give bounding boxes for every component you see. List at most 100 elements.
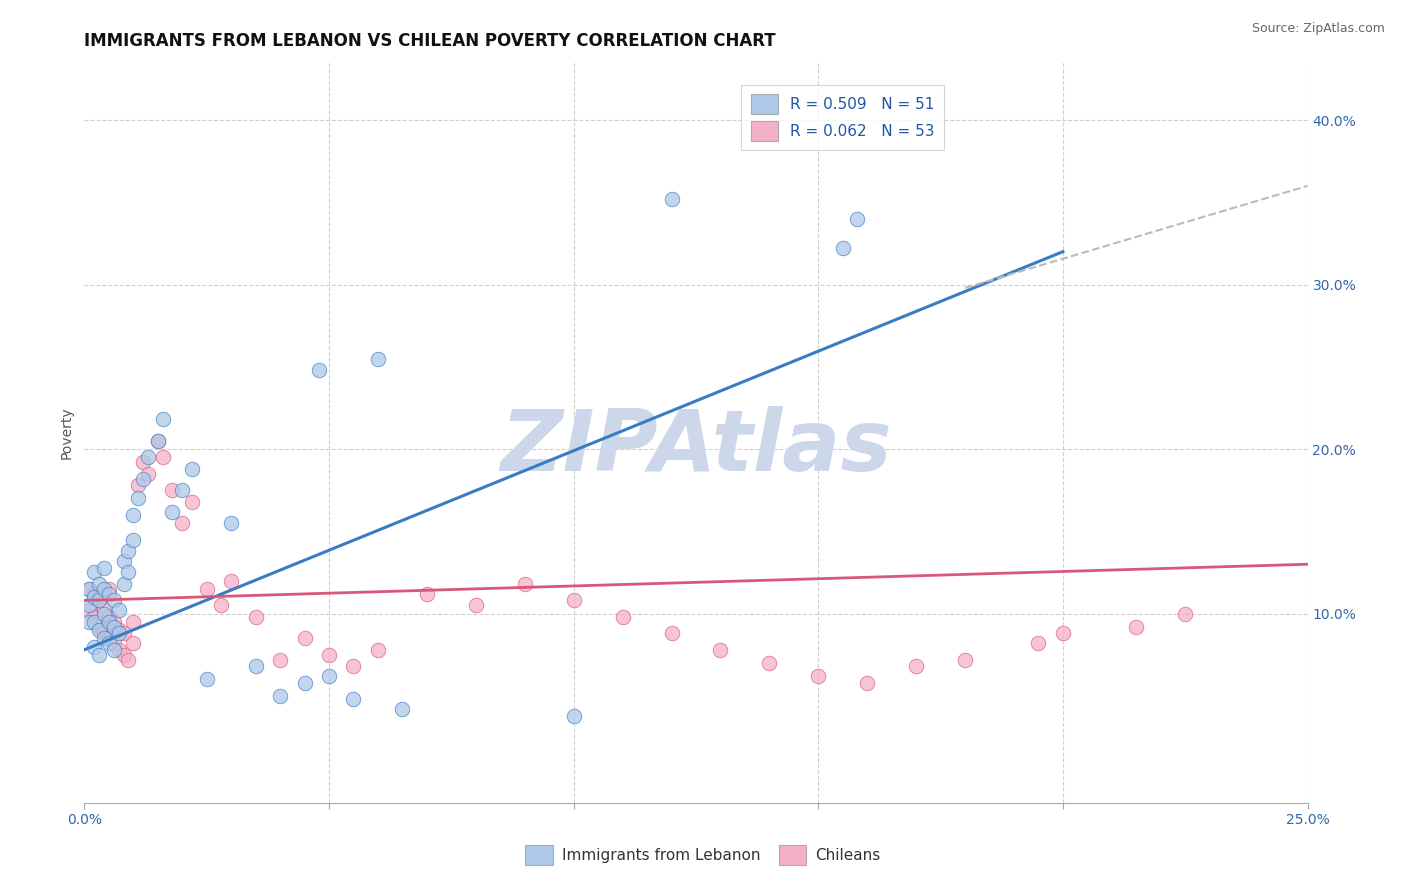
Point — [612, 610, 634, 624]
Point — [245, 610, 267, 624]
Point — [846, 211, 869, 226]
Point — [83, 590, 105, 604]
Point — [146, 434, 169, 448]
Point — [152, 450, 174, 465]
Point — [83, 566, 105, 580]
Point — [107, 626, 129, 640]
Point — [112, 577, 135, 591]
Point — [93, 607, 115, 621]
Point — [107, 623, 129, 637]
Point — [758, 656, 780, 670]
Point — [103, 615, 125, 629]
Point — [856, 675, 879, 690]
Point — [122, 615, 145, 629]
Point — [103, 642, 125, 657]
Point — [77, 582, 100, 596]
Point — [127, 491, 149, 506]
Point — [83, 610, 105, 624]
Point — [87, 577, 110, 591]
Point — [1125, 620, 1147, 634]
Point — [122, 508, 145, 522]
Point — [132, 472, 155, 486]
Point — [117, 653, 139, 667]
Point — [318, 669, 340, 683]
Point — [97, 610, 120, 624]
Point — [112, 626, 135, 640]
Point — [1028, 636, 1050, 650]
Point — [181, 494, 204, 508]
Point — [93, 603, 115, 617]
Point — [132, 455, 155, 469]
Point — [87, 623, 110, 637]
Point — [562, 593, 585, 607]
Point — [181, 462, 204, 476]
Legend: R = 0.509   N = 51, R = 0.062   N = 53: R = 0.509 N = 51, R = 0.062 N = 53 — [741, 85, 943, 150]
Point — [195, 673, 218, 687]
Point — [831, 241, 853, 255]
Point — [107, 603, 129, 617]
Point — [342, 659, 364, 673]
Point — [136, 467, 159, 481]
Point — [117, 544, 139, 558]
Point — [112, 554, 135, 568]
Point — [146, 434, 169, 448]
Point — [97, 636, 120, 650]
Point — [112, 648, 135, 662]
Point — [367, 351, 389, 366]
Point — [953, 653, 976, 667]
Point — [513, 577, 536, 591]
Point — [195, 582, 218, 596]
Point — [219, 516, 242, 530]
Point — [709, 642, 731, 657]
Point — [77, 615, 100, 629]
Point — [87, 593, 110, 607]
Point — [905, 659, 928, 673]
Point — [83, 640, 105, 654]
Point — [162, 505, 184, 519]
Point — [87, 620, 110, 634]
Point — [83, 615, 105, 629]
Point — [93, 582, 115, 596]
Y-axis label: Poverty: Poverty — [59, 407, 73, 458]
Point — [97, 587, 120, 601]
Point — [87, 648, 110, 662]
Point — [93, 626, 115, 640]
Point — [269, 653, 291, 667]
Point — [562, 708, 585, 723]
Point — [122, 533, 145, 547]
Point — [367, 642, 389, 657]
Point — [219, 574, 242, 588]
Point — [294, 675, 316, 690]
Point — [97, 582, 120, 596]
Point — [245, 659, 267, 673]
Text: Source: ZipAtlas.com: Source: ZipAtlas.com — [1251, 22, 1385, 36]
Legend: Immigrants from Lebanon, Chileans: Immigrants from Lebanon, Chileans — [519, 839, 887, 871]
Point — [93, 632, 115, 646]
Point — [127, 478, 149, 492]
Point — [209, 599, 232, 613]
Point — [807, 669, 830, 683]
Point — [162, 483, 184, 498]
Point — [87, 593, 110, 607]
Point — [83, 587, 105, 601]
Point — [464, 599, 486, 613]
Point — [294, 632, 316, 646]
Point — [103, 593, 125, 607]
Point — [117, 566, 139, 580]
Point — [93, 560, 115, 574]
Point — [172, 516, 194, 530]
Point — [269, 689, 291, 703]
Point — [136, 450, 159, 465]
Point — [318, 648, 340, 662]
Point — [661, 192, 683, 206]
Point — [308, 363, 330, 377]
Text: IMMIGRANTS FROM LEBANON VS CHILEAN POVERTY CORRELATION CHART: IMMIGRANTS FROM LEBANON VS CHILEAN POVER… — [84, 32, 776, 50]
Point — [122, 636, 145, 650]
Point — [103, 620, 125, 634]
Point — [107, 642, 129, 657]
Point — [661, 626, 683, 640]
Point — [77, 582, 100, 596]
Point — [97, 632, 120, 646]
Point — [391, 702, 413, 716]
Point — [103, 636, 125, 650]
